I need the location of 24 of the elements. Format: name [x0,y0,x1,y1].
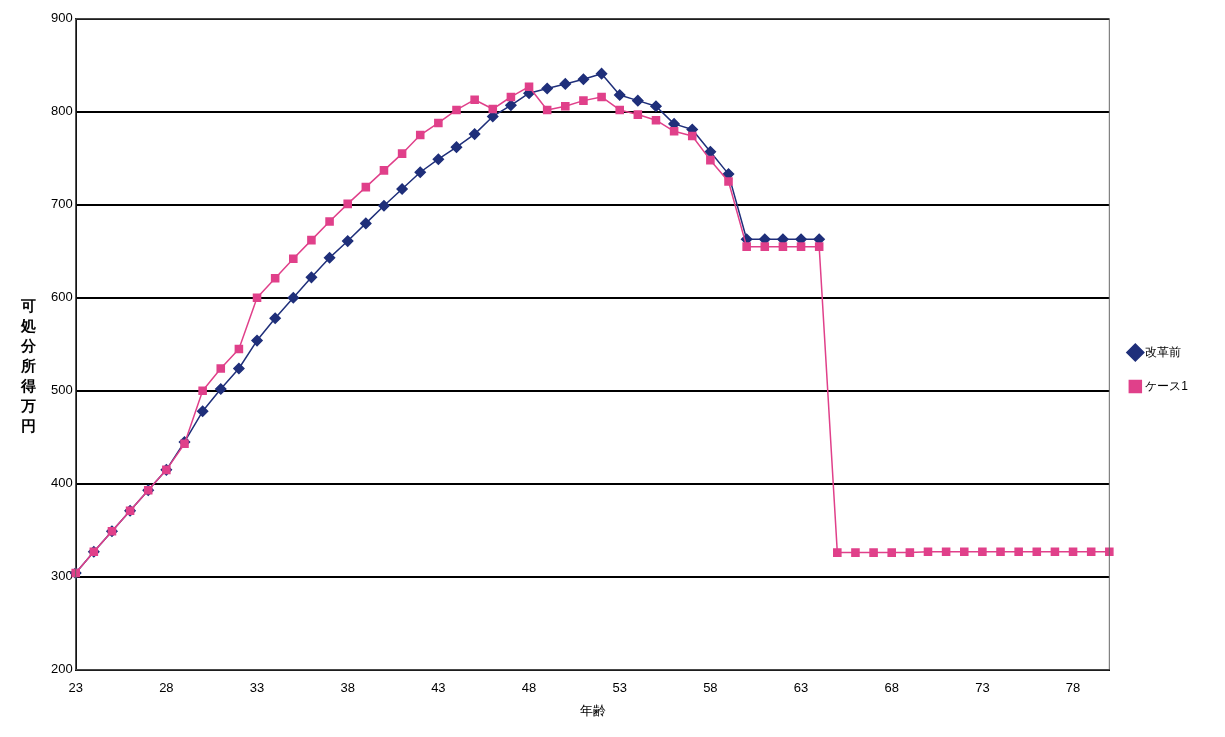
x-tick-label: 53 [612,680,627,696]
y-tick-label: 500 [50,382,73,398]
x-tick-label: 78 [1065,680,1081,696]
x-tick-label: 43 [431,680,446,696]
y-tick-label: 700 [50,196,73,212]
x-tick-label: 33 [249,680,265,696]
y-tick-label: 600 [50,289,73,305]
x-tick-label: 63 [793,680,809,696]
x-tick-label: 23 [68,680,83,696]
y-axis-title: 可処分所得万円 [19,295,37,436]
x-tick-label: 48 [521,680,537,696]
y-tick-label: 800 [50,103,73,119]
x-tick-label: 58 [703,680,718,696]
y-tick-label: 900 [50,10,73,26]
x-tick-label: 28 [159,680,174,696]
y-tick-label: 200 [50,661,73,677]
legend-label: ケース1 [1145,378,1189,393]
x-tick-label: 68 [884,680,899,696]
legend-label: 改革前 [1145,344,1182,359]
x-tick-label: 38 [340,680,355,696]
x-tick-label: 73 [975,680,990,696]
x-axis-title: 年齢 [579,702,606,718]
y-tick-label: 400 [50,475,73,491]
y-tick-label: 300 [50,568,73,584]
